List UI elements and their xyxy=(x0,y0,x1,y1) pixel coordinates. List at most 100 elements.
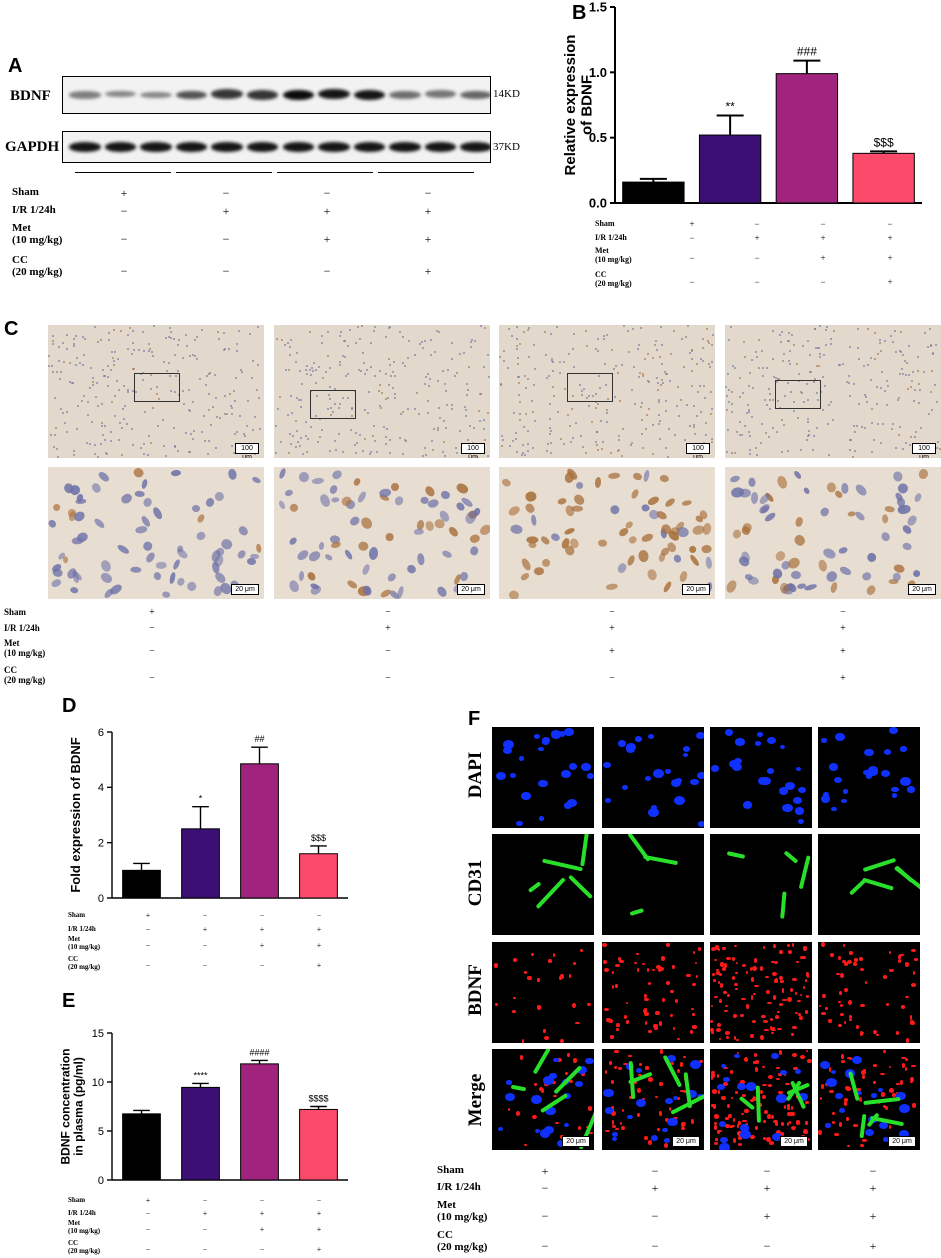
blot-band xyxy=(282,142,315,152)
chart-panel-e: 0 5 10 15 BDNF concentrationin plasma (pg/ml… xyxy=(60,1028,348,1187)
group-sign: − xyxy=(323,186,331,200)
bar xyxy=(299,1108,338,1181)
group-sign: + xyxy=(259,1225,265,1234)
group-sign: − xyxy=(840,607,846,618)
blot-band xyxy=(460,91,490,99)
scale-bar-20um: 20 μm xyxy=(231,584,259,595)
scale-bar-100um: 100 μm xyxy=(686,443,710,458)
fluor-image-dapi xyxy=(710,727,812,828)
group-sign: + xyxy=(323,204,331,218)
group-sign: + xyxy=(316,925,322,934)
scale-bar-20um: 20 μm xyxy=(888,1136,916,1147)
group-row-label: (20 mg/kg) xyxy=(68,963,101,971)
bar xyxy=(775,73,839,204)
group-sign: − xyxy=(202,911,208,920)
bar xyxy=(181,1086,220,1181)
group-sign: − xyxy=(609,673,615,684)
group-sign: + xyxy=(424,264,432,278)
zoom-region-box xyxy=(775,380,821,409)
group-sign: − xyxy=(651,1239,659,1253)
blot-band xyxy=(460,142,490,152)
y-tick-label: 1.0 xyxy=(589,65,607,80)
significance-label: * xyxy=(199,794,203,804)
group-sign: − xyxy=(202,1225,208,1234)
panel-label-a: A xyxy=(8,55,23,77)
group-sign: − xyxy=(754,277,760,287)
group-sign: − xyxy=(689,253,695,263)
group-sign: − xyxy=(541,1239,549,1253)
group-sign: + xyxy=(316,941,322,950)
group-sign: − xyxy=(689,277,695,287)
group-sign: − xyxy=(820,277,826,287)
group-sign: + xyxy=(259,941,265,950)
group-row-label: Met xyxy=(595,246,609,255)
group-row-label: Met xyxy=(437,1199,456,1211)
blot-band xyxy=(175,90,208,100)
significance-label: ### xyxy=(797,45,817,59)
group-row-label: Sham xyxy=(595,219,615,228)
group-sign: − xyxy=(541,1209,549,1223)
blot-band xyxy=(140,142,172,152)
group-sign: + xyxy=(149,607,155,618)
group-sign: + xyxy=(541,1164,549,1178)
group-sign: − xyxy=(145,925,151,934)
scale-bar-20um: 20 μm xyxy=(908,584,936,595)
group-row-label: I/R 1/24h xyxy=(68,1209,96,1217)
bdnf-size-label: 14KD xyxy=(493,88,520,100)
significance-label: ## xyxy=(254,734,264,744)
group-sign: − xyxy=(754,219,760,229)
blot-band xyxy=(140,91,172,99)
group-row-label: Sham xyxy=(4,607,27,617)
blot-band xyxy=(389,91,421,99)
group-row-label: Met xyxy=(68,1219,81,1227)
zoom-region-box xyxy=(567,373,613,402)
bar xyxy=(698,134,762,204)
group-sign: + xyxy=(887,233,893,243)
group-row-label: (20 mg/kg) xyxy=(595,279,632,288)
ihc-low-mag-image: 100 μm xyxy=(499,325,715,458)
group-sign: + xyxy=(840,623,846,634)
group-sign: + xyxy=(424,232,432,246)
chart-panel-d: 0 2 4 6 Fold expression of BDNF * ## $$$ xyxy=(68,727,348,905)
gapdh-blot xyxy=(62,131,491,163)
group-row-label: I/R 1/24h xyxy=(4,623,40,633)
fluor-image-cd31 xyxy=(492,834,594,935)
group-sign: + xyxy=(323,232,331,246)
group-sign: − xyxy=(149,646,155,657)
group-sign: + xyxy=(651,1181,659,1195)
group-row-label: Sham xyxy=(437,1164,464,1176)
bar xyxy=(240,763,279,899)
blot-band xyxy=(246,142,279,152)
ihc-high-mag-image: 20 μm xyxy=(499,467,715,599)
group-sign: + xyxy=(820,233,826,243)
group-row-label: CC xyxy=(4,665,17,675)
group-row-label: Met xyxy=(12,222,31,234)
group-sign: − xyxy=(202,1196,208,1205)
group-sign: − xyxy=(820,219,826,229)
fluor-image-merge: 20 μm xyxy=(818,1049,920,1150)
group-sign: − xyxy=(689,233,695,243)
blot-band xyxy=(353,142,386,152)
group-sign: − xyxy=(120,264,128,278)
fluor-row-label: Merge xyxy=(465,1073,486,1127)
gapdh-size-label: 37KD xyxy=(493,141,520,153)
group-sign: + xyxy=(869,1239,877,1253)
bar xyxy=(299,853,338,899)
group-sign: − xyxy=(651,1209,659,1223)
group-sign: − xyxy=(259,961,265,970)
blot-band xyxy=(211,142,243,152)
group-sign: − xyxy=(754,253,760,263)
panel-label-b: B xyxy=(572,2,587,24)
group-sign: − xyxy=(424,186,432,200)
group-sign: + xyxy=(689,219,695,229)
y-axis-label: BDNF concentrationin plasma (pg/ml) xyxy=(60,1048,86,1164)
group-row-label: CC xyxy=(12,254,28,266)
fluor-image-cd31 xyxy=(818,834,920,935)
group-row-label: Met xyxy=(68,935,81,943)
fluor-image-cd31 xyxy=(710,834,812,935)
group-sign: − xyxy=(202,1245,208,1254)
group-row-label: CC xyxy=(595,270,607,279)
group-sign: + xyxy=(202,1209,208,1218)
group-row-label: (10 mg/kg) xyxy=(4,648,46,658)
group-sign: + xyxy=(754,233,760,243)
